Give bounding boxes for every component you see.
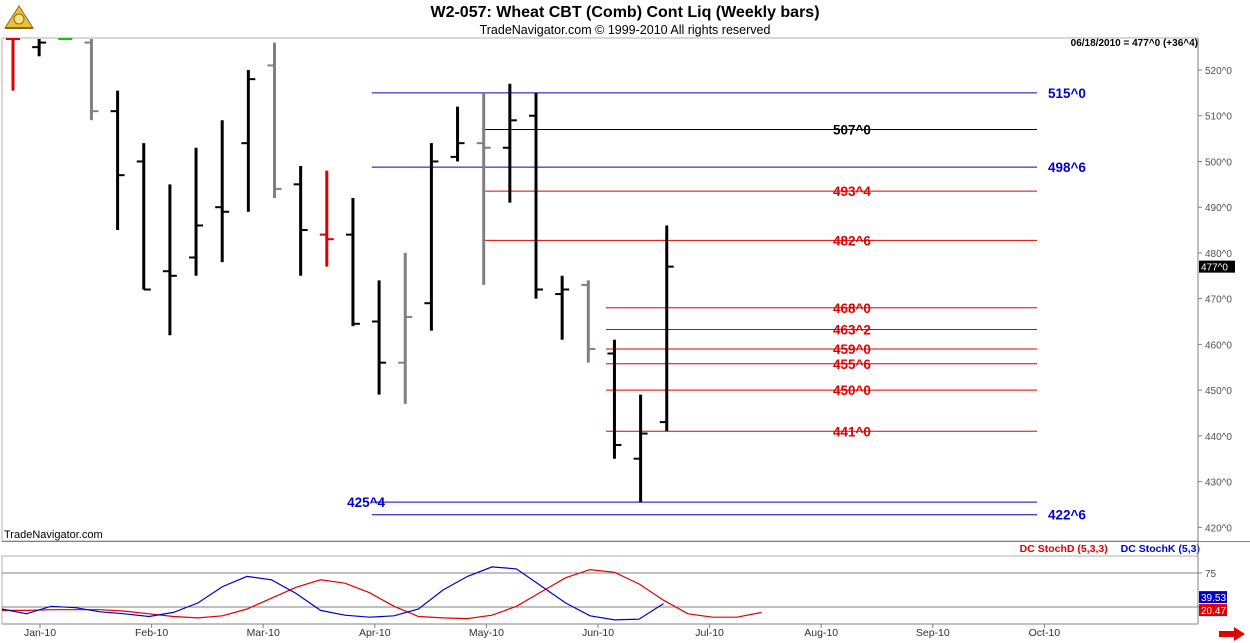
level-label: 493^4 [833, 184, 871, 199]
osc-last-value-tag [1199, 604, 1227, 617]
x-tick-label: Oct-10 [1029, 627, 1061, 639]
y-tick-label: 450^0 [1205, 386, 1232, 397]
y-tick-label: 480^0 [1205, 249, 1232, 260]
osc-last-value-tag [1199, 591, 1227, 604]
scroll-right-arrow-icon[interactable] [1218, 627, 1246, 641]
level-label: 459^0 [833, 342, 871, 357]
y-tick-label: 520^0 [1205, 66, 1232, 77]
level-label: 498^6 [1048, 160, 1086, 175]
last-price-label: 477^0 [1201, 263, 1228, 274]
x-tick-label: Jan-10 [24, 627, 56, 639]
last-price-tag [1199, 260, 1235, 273]
y-tick-label: 470^0 [1205, 295, 1232, 306]
chart-subtitle: TradeNavigator.com © 1999-2010 All right… [479, 23, 771, 37]
level-label: 422^6 [1048, 508, 1086, 523]
y-tick-label: 430^0 [1205, 478, 1232, 489]
x-tick-label: Feb-10 [135, 627, 168, 639]
stoch-d-legend: DC StochD (5,3,3) [1019, 543, 1108, 555]
osc-last-value-label: 20.47 [1201, 606, 1226, 617]
y-tick-label: 440^0 [1205, 432, 1232, 443]
x-tick-label: Jul-10 [695, 627, 724, 639]
level-label: 455^6 [833, 357, 871, 372]
level-label: 450^0 [833, 383, 871, 398]
y-tick-label: 420^0 [1205, 523, 1232, 534]
y-tick-label: 490^0 [1205, 203, 1232, 214]
oscillator-pane-frame [1, 555, 1199, 625]
osc-y-tick-label: 75 [1205, 569, 1217, 580]
x-tick-label: May-10 [469, 627, 504, 639]
level-label: 468^0 [833, 301, 871, 316]
x-tick-label: Apr-10 [359, 627, 391, 639]
x-tick-label: Sep-10 [916, 627, 950, 639]
x-tick-label: Jun-10 [582, 627, 614, 639]
stoch-k-line [1, 566, 664, 621]
level-label: 463^2 [833, 323, 871, 338]
level-label: 425^4 [347, 495, 385, 510]
watermark-text: TradeNavigator.com [4, 529, 103, 541]
level-label: 482^6 [833, 233, 871, 248]
y-tick-label: 510^0 [1205, 112, 1232, 123]
level-label: 441^0 [833, 424, 871, 439]
level-label: 515^0 [1048, 86, 1086, 101]
osc-last-value-label: 39.53 [1201, 593, 1226, 604]
x-tick-label: Aug-10 [804, 627, 838, 639]
x-tick-label: Mar-10 [247, 627, 280, 639]
y-tick-label: 460^0 [1205, 340, 1232, 351]
y-tick-label: 500^0 [1205, 157, 1232, 168]
stoch-d-line [2, 568, 762, 620]
chart-title: W2-057: Wheat CBT (Comb) Cont Liq (Weekl… [430, 4, 820, 21]
sextant-logo-icon[interactable] [2, 2, 36, 32]
last-quote-label: 06/18/2010 = 477^0 (+36^4) [1070, 38, 1198, 49]
stoch-k-legend: DC StochK (5,3) [1120, 543, 1200, 555]
main-pane-frame [1, 37, 1199, 542]
indicator-legend: DC StochD (5,3,3) DC StochK (5,3) [1020, 543, 1200, 555]
level-label: 507^0 [833, 122, 871, 137]
